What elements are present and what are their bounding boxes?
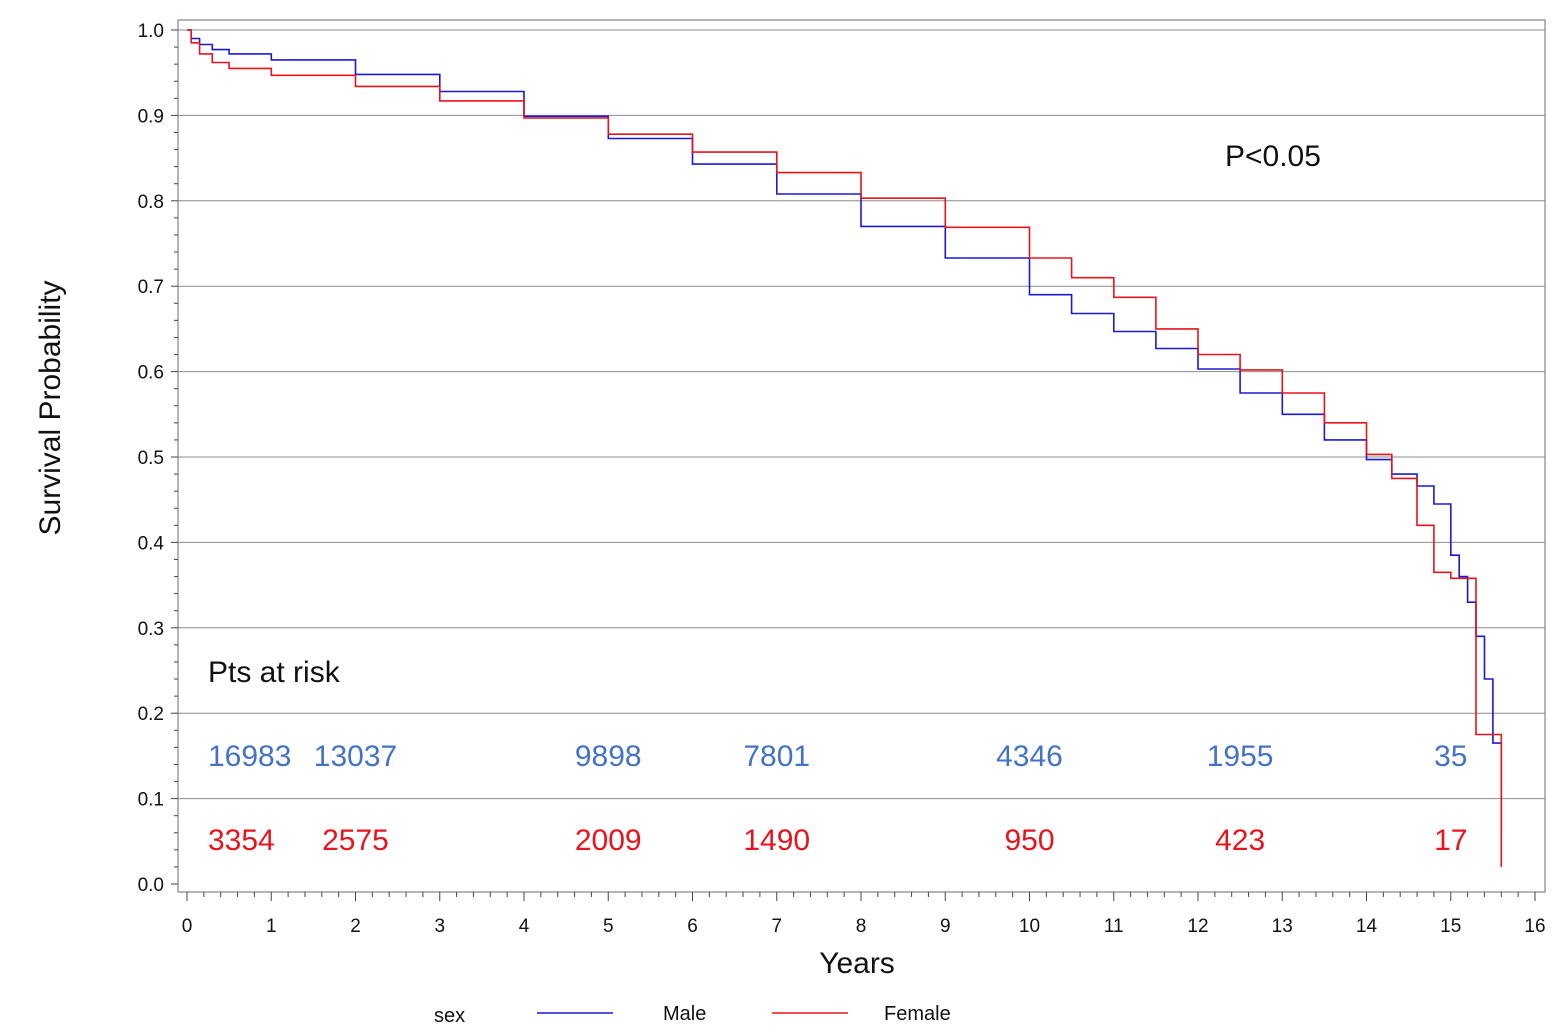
x-tick-label: 5 (603, 916, 614, 937)
risk-female-count: 423 (1215, 824, 1265, 857)
x-tick-label: 0 (182, 916, 193, 937)
risk-male-count: 16983 (208, 740, 291, 773)
legend-female-label: Female (884, 1003, 951, 1025)
risk-female-count: 3354 (208, 824, 275, 857)
risk-table-male-row: 16983 13037 9898 7801 4346 1955 35 (208, 740, 1467, 773)
risk-male-count: 13037 (314, 740, 397, 773)
y-tick-label: 0.8 (138, 192, 164, 213)
legend: sex Male Female (434, 1003, 951, 1027)
y-tick-label: 0.2 (138, 704, 164, 725)
risk-male-count: 7801 (743, 740, 810, 773)
y-tick-label: 0.7 (138, 277, 164, 298)
risk-female-count: 950 (1004, 824, 1054, 857)
risk-female-count: 2575 (322, 824, 389, 857)
y-tick-label: 0.0 (138, 875, 164, 896)
x-tick-label: 12 (1187, 916, 1208, 937)
x-tick-label: 11 (1104, 916, 1124, 937)
legend-male-label: Male (663, 1003, 706, 1025)
x-tick-label: 13 (1272, 916, 1293, 937)
y-tick-label: 0.9 (138, 106, 164, 127)
risk-male-count: 1955 (1207, 740, 1274, 773)
y-tick-label: 0.6 (138, 363, 164, 384)
y-tick-label: 0.3 (138, 619, 164, 640)
series-lines (187, 29, 1503, 867)
x-tick-label: 15 (1440, 916, 1461, 937)
x-tick-label: 7 (771, 916, 782, 937)
y-axis-ticks: 0.0 0.1 0.2 0.3 0.4 0.5 0.6 0.7 0.8 0.9 1.0 (138, 21, 178, 896)
x-tick-label: 3 (434, 916, 445, 937)
x-tick-label: 8 (856, 916, 867, 937)
risk-table-female-row: 3354 2575 2009 1490 950 423 17 (208, 824, 1467, 857)
x-tick-label: 10 (1019, 916, 1040, 937)
series-male (187, 29, 1503, 833)
p-value-annotation: P<0.05 (1225, 140, 1321, 173)
x-tick-label: 14 (1356, 916, 1378, 937)
risk-female-count: 2009 (575, 824, 642, 857)
x-tick-label: 2 (350, 916, 361, 937)
risk-female-count: 1490 (743, 824, 810, 857)
x-tick-label: 1 (266, 916, 277, 937)
series-female (187, 29, 1503, 867)
x-tick-label: 4 (519, 916, 530, 937)
risk-table-title: Pts at risk (208, 656, 341, 689)
x-tick-label: 16 (1524, 916, 1545, 937)
risk-male-count: 4346 (996, 740, 1063, 773)
y-tick-label: 0.5 (138, 448, 164, 469)
risk-female-count: 17 (1434, 824, 1467, 857)
y-tick-label: 0.1 (138, 790, 164, 811)
risk-male-count: 35 (1434, 740, 1467, 773)
x-tick-label: 9 (940, 916, 951, 937)
x-axis-title: Years (819, 947, 895, 980)
y-axis-title: Survival Probability (34, 280, 67, 535)
y-tick-label: 1.0 (138, 21, 164, 42)
x-tick-label: 6 (687, 916, 698, 937)
legend-title: sex (434, 1005, 465, 1027)
risk-male-count: 9898 (575, 740, 642, 773)
y-tick-label: 0.4 (138, 533, 165, 554)
x-axis-ticks: 0 1 2 3 4 5 6 7 8 9 10 11 12 13 14 15 16 (182, 892, 1546, 937)
